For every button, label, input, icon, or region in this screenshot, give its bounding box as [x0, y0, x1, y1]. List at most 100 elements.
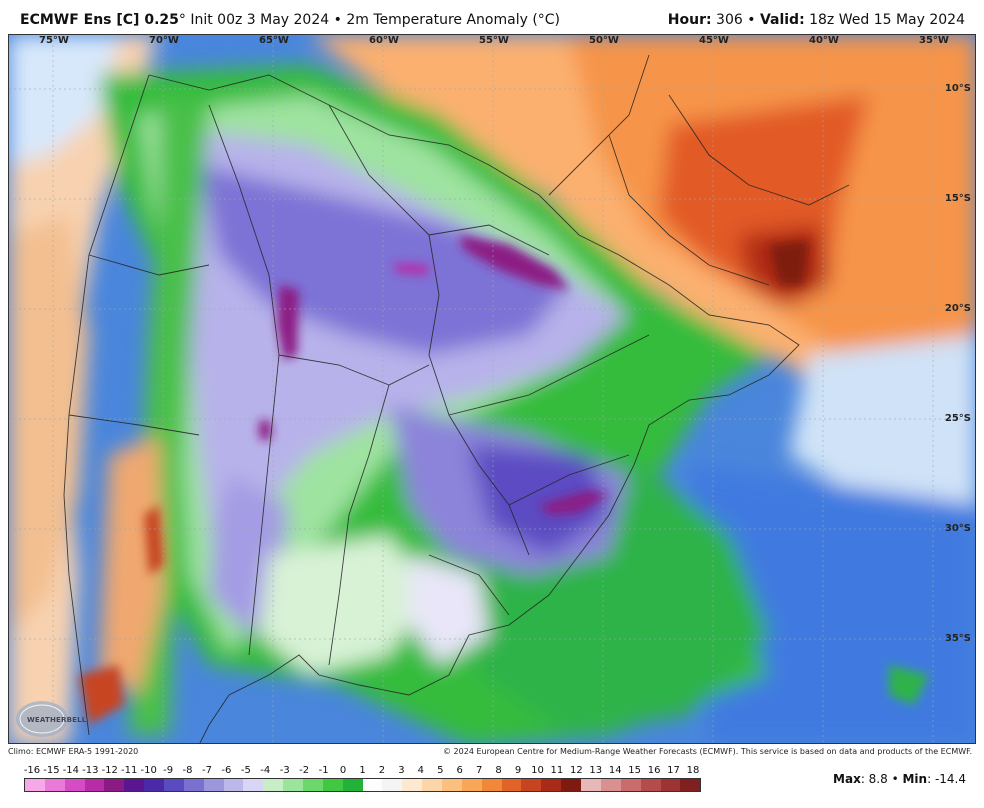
- colorbar-swatch: [25, 779, 45, 791]
- max-value: : 8.8: [860, 772, 888, 786]
- header: ECMWF Ens [C] 0.25° Init 00z 3 May 2024 …: [0, 0, 984, 34]
- colorbar-label: 17: [667, 765, 680, 776]
- field-name: 2m Temperature Anomaly (°C): [346, 12, 561, 28]
- hour-label: Hour:: [667, 12, 712, 28]
- colorbar-label: -4: [260, 765, 271, 776]
- colorbar-label: 9: [514, 765, 522, 776]
- colorbar-label: 4: [417, 765, 424, 776]
- colorbar-swatch: [104, 779, 125, 791]
- valid-time: Hour: 306 • Valid: 18z Wed 15 May 2024: [668, 12, 965, 28]
- lat-label-35s: 35°S: [944, 633, 971, 644]
- model-name: ECMWF Ens [C] 0.25: [20, 12, 179, 28]
- colorbar-swatch: [164, 779, 184, 791]
- min-value: : -14.4: [927, 772, 966, 786]
- colorbar-swatch: [64, 779, 85, 791]
- colorbar-label: -2: [299, 765, 310, 776]
- colorbar-label: 16: [647, 765, 661, 776]
- colorbar-label: -16: [23, 765, 41, 776]
- colorbar-swatch: [342, 779, 363, 791]
- colorbar-label: 1: [359, 765, 366, 776]
- colorbar-swatch: [402, 779, 423, 791]
- colorbar-swatch: [263, 779, 284, 791]
- colorbar-label: -5: [240, 765, 251, 776]
- map-title: ECMWF Ens [C] 0.25° Init 00z 3 May 2024 …: [20, 12, 560, 28]
- colorbar-label: -6: [221, 765, 232, 776]
- lat-label-25s: 25°S: [944, 413, 971, 424]
- colorbar-swatch: [501, 779, 522, 791]
- colorbar-label: 2: [378, 765, 386, 776]
- colorbar: [24, 778, 701, 792]
- colorbar-swatch: [183, 779, 204, 791]
- colorbar-label: 13: [589, 765, 603, 776]
- colorbar-swatch: [422, 779, 443, 791]
- copyright-note: © 2024 European Centre for Medium-Range …: [443, 747, 972, 756]
- colorbar-labels: -16 -15 -14 -13 -12 -11 -10 -9 -8 -7 -6 -5 -4 -3 -2 -1 0…: [24, 765, 701, 777]
- colorbar-label: -11: [121, 765, 138, 776]
- min-label: Min: [902, 772, 928, 786]
- colorbar-swatch: [561, 779, 582, 791]
- colorbar-swatch: [442, 779, 462, 791]
- colorbar-swatch: [44, 779, 65, 791]
- degree-symbol: °: [178, 12, 186, 28]
- colorbar-label: 5: [437, 765, 444, 776]
- colorbar-swatch: [382, 779, 403, 791]
- colorbar-label: -13: [82, 765, 99, 776]
- colorbar-swatch: [640, 779, 661, 791]
- colorbar-label: 7: [475, 765, 483, 776]
- valid-label: Valid:: [759, 12, 805, 28]
- weatherbell-logo: WEATHERBELL: [15, 699, 86, 739]
- max-label: Max: [833, 772, 861, 786]
- colorbar-label: -12: [101, 765, 118, 776]
- colorbar-label: -1: [318, 765, 329, 776]
- colorbar-swatch: [362, 779, 383, 791]
- colorbar-swatch: [322, 779, 343, 791]
- title-separator: •: [329, 12, 347, 28]
- lon-label-35w: 35°W: [919, 35, 949, 46]
- colorbar-label: -3: [279, 765, 290, 776]
- climo-note: Climo: ECMWF ERA-5 1991-2020: [8, 747, 139, 756]
- colorbar-swatch: [680, 779, 701, 791]
- logo-text: WEATHERBELL: [27, 716, 87, 724]
- valid-separator: •: [742, 12, 760, 28]
- colorbar-label: -7: [201, 765, 212, 776]
- colorbar-swatch: [600, 779, 621, 791]
- lat-label-15s: 15°S: [944, 193, 971, 204]
- hour-value: 306: [711, 12, 743, 28]
- colorbar-label: -10: [140, 765, 157, 776]
- lon-label-70w: 70°W: [149, 35, 179, 46]
- lon-label-75w: 75°W: [39, 35, 69, 46]
- lon-label-45w: 45°W: [699, 35, 729, 46]
- colorbar-swatch: [144, 779, 165, 791]
- colorbar-label: -8: [182, 765, 193, 776]
- colorbar-swatch: [84, 779, 105, 791]
- lat-label-20s: 20°S: [944, 303, 971, 314]
- colorbar-label: 10: [531, 765, 544, 776]
- init-time: Init 00z 3 May 2024: [185, 12, 330, 28]
- colorbar-swatch: [581, 779, 601, 791]
- lon-label-40w: 40°W: [809, 35, 839, 46]
- colorbar-label: 18: [686, 765, 700, 776]
- colorbar-label: 0: [339, 765, 347, 776]
- colorbar-swatch: [660, 779, 681, 791]
- colorbar-label: 8: [495, 765, 502, 776]
- colorbar-swatch: [521, 779, 542, 791]
- anomaly-map: 75°W 70°W 65°W 60°W 55°W 50°W 45°W 40°W …: [8, 34, 976, 744]
- colorbar-swatch: [541, 779, 562, 791]
- lat-label-30s: 30°S: [944, 523, 971, 534]
- lon-label-50w: 50°W: [589, 35, 619, 46]
- colorbar-label: 14: [608, 765, 622, 776]
- colorbar-swatch: [243, 779, 264, 791]
- anomaly-field: [9, 35, 975, 743]
- colorbar-swatch: [223, 779, 244, 791]
- lat-label-10s: 10°S: [944, 83, 971, 94]
- lon-label-65w: 65°W: [259, 35, 289, 46]
- colorbar-swatch: [283, 779, 304, 791]
- valid-value: 18z Wed 15 May 2024: [804, 12, 965, 28]
- colorbar-swatch: [481, 779, 502, 791]
- colorbar-label: 6: [456, 765, 463, 776]
- stats-separator: •: [887, 772, 903, 786]
- colorbar-label: -9: [163, 765, 174, 776]
- max-min-stats: Max: 8.8 • Min: -14.4: [833, 772, 966, 786]
- colorbar-label: 15: [628, 765, 642, 776]
- colorbar-label: 12: [569, 765, 583, 776]
